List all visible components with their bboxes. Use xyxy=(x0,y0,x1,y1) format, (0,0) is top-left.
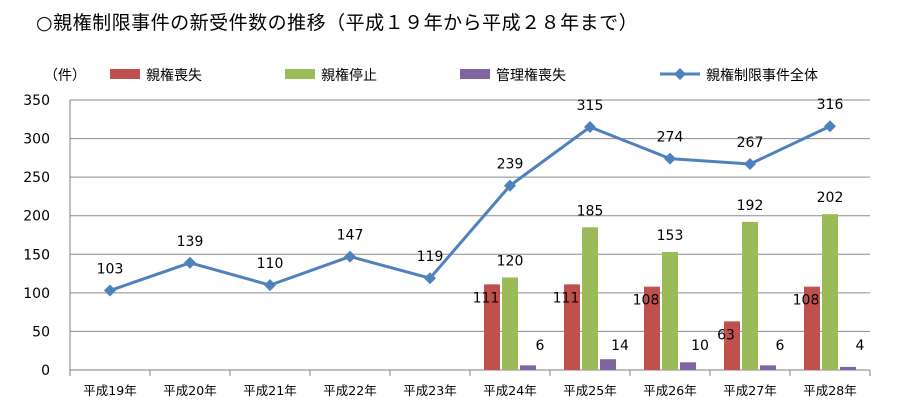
legend-swatch-親権停止 xyxy=(285,69,315,79)
line-marker xyxy=(584,121,596,133)
data-label-親権喪失: 108 xyxy=(633,293,660,309)
y-tick-label: 50 xyxy=(32,324,50,340)
data-label-管理権喪失: 10 xyxy=(691,338,709,354)
data-label-親権制限事件全体: 110 xyxy=(257,256,284,272)
y-tick-label: 0 xyxy=(41,363,50,379)
bar-親権喪失 xyxy=(804,286,820,370)
x-tick-label: 平成26年 xyxy=(643,383,696,398)
line-marker xyxy=(824,120,836,133)
bar-管理権喪失 xyxy=(840,366,856,370)
data-label-親権制限事件全体: 267 xyxy=(737,135,764,151)
data-label-親権喪失: 108 xyxy=(793,293,820,309)
data-label-管理権喪失: 6 xyxy=(776,338,785,354)
line-marker xyxy=(424,272,436,285)
line-marker xyxy=(504,179,516,192)
data-label-親権停止: 192 xyxy=(737,198,764,214)
line-marker xyxy=(264,279,276,292)
y-tick-label: 350 xyxy=(23,93,50,109)
bar-管理権喪失 xyxy=(760,365,776,370)
line-marker xyxy=(744,158,756,171)
data-label-管理権喪失: 4 xyxy=(856,338,865,354)
bar-管理権喪失 xyxy=(520,365,536,370)
data-labels: 111 111 108 63 108 120 185 153 192 202 6 14 10 6 4 103 1… xyxy=(97,97,865,354)
legend-label-親権喪失: 親権喪失 xyxy=(146,67,202,84)
legend-label-管理権喪失: 管理権喪失 xyxy=(496,67,566,84)
x-tick-label: 平成27年 xyxy=(723,383,776,398)
bar-管理権喪失 xyxy=(680,362,696,370)
y-tick-label: 250 xyxy=(23,170,50,186)
x-tick-label: 平成24年 xyxy=(483,383,536,398)
data-label-親権制限事件全体: 315 xyxy=(577,98,604,114)
data-label-親権喪失: 111 xyxy=(473,290,500,306)
line-marker xyxy=(184,256,196,269)
bar-親権停止 xyxy=(662,251,678,370)
legend-label-親権制限事件全体: 親権制限事件全体 xyxy=(706,67,818,84)
legend-swatch-管理権喪失 xyxy=(460,69,490,79)
line-marker xyxy=(104,284,116,297)
data-label-親権停止: 153 xyxy=(657,228,684,244)
data-label-管理権喪失: 6 xyxy=(536,338,545,354)
x-tick-label: 平成20年 xyxy=(163,383,216,398)
data-label-親権制限事件全体: 147 xyxy=(337,228,364,244)
legend-marker xyxy=(674,68,686,80)
x-tick-label: 平成19年 xyxy=(83,383,136,398)
data-label-親権喪失: 63 xyxy=(717,327,735,343)
y-tick-label: 300 xyxy=(23,132,50,148)
bar-親権喪失 xyxy=(644,286,660,370)
data-label-親権制限事件全体: 119 xyxy=(417,249,444,265)
y-tick-label: 100 xyxy=(23,286,50,302)
bar-親権停止 xyxy=(582,227,598,370)
data-label-親権制限事件全体: 103 xyxy=(97,262,124,278)
axes: 0 50 100 150 200 250 300 350 平成19年 平成20年 平成21年 平成22… xyxy=(23,68,871,398)
bar-管理権喪失 xyxy=(600,359,616,370)
x-tick-label: 平成21年 xyxy=(243,383,296,398)
legend-swatch-親権喪失 xyxy=(110,69,140,79)
y-tick-label: 150 xyxy=(23,247,50,263)
line-親権制限事件全体 xyxy=(109,124,831,292)
y-tick-label: 200 xyxy=(23,209,50,225)
data-label-親権喪失: 111 xyxy=(553,290,580,306)
data-label-親権制限事件全体: 274 xyxy=(657,130,684,146)
line-marker xyxy=(344,250,356,263)
x-tick-label: 平成28年 xyxy=(803,383,856,398)
bar-親権喪失 xyxy=(724,321,740,370)
data-label-親権制限事件全体: 139 xyxy=(177,234,204,250)
bar-親権喪失 xyxy=(564,284,580,370)
bar-親権停止 xyxy=(502,277,518,370)
line-series xyxy=(104,120,836,297)
data-label-管理権喪失: 14 xyxy=(611,338,629,354)
data-label-親権停止: 120 xyxy=(497,253,524,269)
data-label-親権制限事件全体: 316 xyxy=(817,97,844,113)
x-tick-label: 平成25年 xyxy=(563,383,616,398)
legend: 親権喪失 親権停止 管理権喪失 親権制限事件全体 xyxy=(110,67,818,84)
x-tick-label: 平成23年 xyxy=(403,383,456,398)
bar-親権停止 xyxy=(822,214,838,370)
x-tick-label: 平成22年 xyxy=(323,383,376,398)
legend-label-親権停止: 親権停止 xyxy=(321,67,377,84)
bar-親権喪失 xyxy=(484,284,500,370)
bar-親権停止 xyxy=(742,221,758,370)
data-label-親権停止: 202 xyxy=(817,190,844,206)
data-label-親権停止: 185 xyxy=(577,203,604,219)
y-axis-label: （件） xyxy=(44,68,86,84)
data-label-親権制限事件全体: 239 xyxy=(497,157,524,173)
line-marker xyxy=(664,152,676,165)
chart-title: ○親権制限事件の新受件数の推移（平成１９年から平成２８年まで） xyxy=(36,12,639,34)
bars xyxy=(484,214,856,370)
